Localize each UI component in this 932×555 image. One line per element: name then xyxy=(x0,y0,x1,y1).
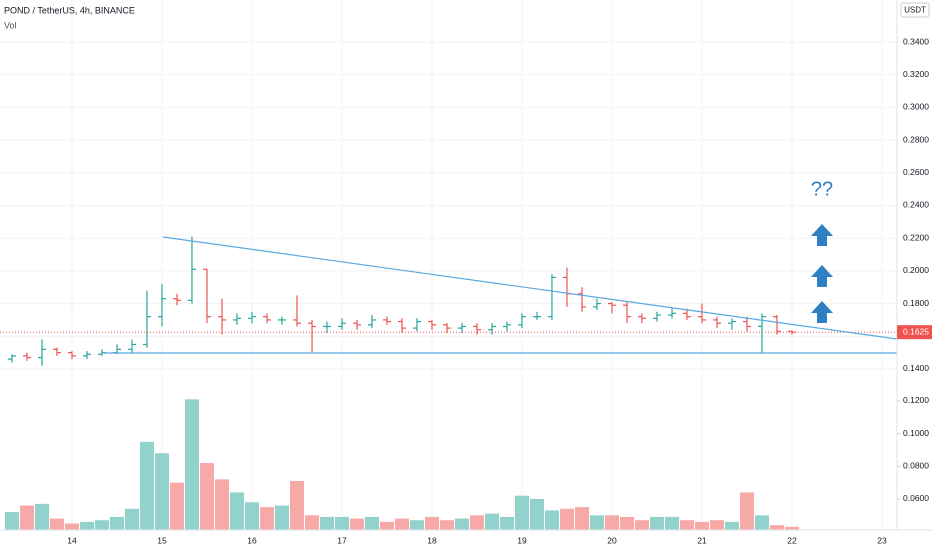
y-tick-label: 0.2600 xyxy=(903,167,929,177)
volume-bar xyxy=(229,492,244,530)
volume-bar xyxy=(274,505,289,530)
volume-bar xyxy=(484,513,500,530)
volume-bar xyxy=(724,521,739,530)
y-tick-label: 0.2200 xyxy=(903,232,929,242)
x-tick-label: 23 xyxy=(877,535,887,545)
y-tick-label: 0.2800 xyxy=(903,134,929,144)
volume-bar xyxy=(305,515,320,530)
volume-bar xyxy=(94,520,109,530)
y-tick-label: 0.2000 xyxy=(903,265,929,275)
volume-bar xyxy=(289,481,305,530)
volume-bar xyxy=(364,516,379,530)
volume-bar xyxy=(454,518,469,530)
volume-bar xyxy=(739,492,754,530)
x-tick-label: 20 xyxy=(607,535,617,545)
volume-bar xyxy=(154,453,170,530)
axes: 0.14000.16000.18000.20000.22000.24000.26… xyxy=(67,36,932,545)
x-tick-label: 16 xyxy=(247,535,257,545)
y2-tick-label: 0.0600 xyxy=(903,493,929,503)
x-tick-label: 21 xyxy=(697,535,707,545)
volume-bar xyxy=(499,516,514,530)
arrow xyxy=(811,301,833,323)
last-price-box xyxy=(897,325,932,340)
volume-bar xyxy=(64,523,80,530)
y-tick-label: 0.3000 xyxy=(903,102,929,112)
volume-bar xyxy=(350,518,365,530)
volume-bar xyxy=(559,508,574,530)
y2-tick-label: 0.1200 xyxy=(903,395,929,405)
y-tick-label: 0.3200 xyxy=(903,69,929,79)
volume-bar xyxy=(244,502,260,530)
arrow xyxy=(811,224,833,246)
trend-line xyxy=(162,236,898,340)
volume-bar xyxy=(679,520,694,530)
volume-bar xyxy=(784,526,799,530)
volume-bar xyxy=(334,516,350,530)
x-tick-label: 14 xyxy=(67,535,77,545)
volume-bar xyxy=(19,505,35,530)
arrow xyxy=(811,265,833,287)
volume-bar xyxy=(709,520,725,530)
chart-title: POND / TetherUS, 4h, BINANCE xyxy=(4,5,135,15)
x-tick-label: 17 xyxy=(337,535,347,545)
volume-bar xyxy=(125,508,140,530)
volume-bar xyxy=(634,520,649,530)
volume-label: Vol xyxy=(4,20,17,30)
volume-bar xyxy=(589,515,604,530)
volume-bar xyxy=(544,510,559,530)
y-tick-label: 0.3400 xyxy=(903,36,929,46)
volume-bar xyxy=(35,503,50,530)
volume-bar xyxy=(170,482,185,530)
volume-bar xyxy=(319,516,334,530)
volume-bar xyxy=(215,479,230,530)
price-pane xyxy=(0,236,897,366)
volume-pane xyxy=(4,399,799,530)
volume-bar xyxy=(424,516,440,530)
volume-bar xyxy=(139,441,154,530)
x-tick-label: 15 xyxy=(157,535,167,545)
volume-bar xyxy=(4,512,19,530)
volume-bar xyxy=(469,515,484,530)
volume-bar xyxy=(664,516,680,530)
volume-bar xyxy=(49,518,64,530)
x-tick-label: 22 xyxy=(787,535,797,545)
volume-bar xyxy=(649,516,664,530)
volume-bar xyxy=(529,498,545,530)
x-tick-label: 18 xyxy=(427,535,437,545)
volume-bar xyxy=(109,516,125,530)
volume-bar xyxy=(619,516,635,530)
volume-bar xyxy=(604,515,619,530)
volume-bar xyxy=(440,520,455,530)
volume-bar xyxy=(574,507,590,530)
volume-bar xyxy=(514,495,529,530)
y-tick-label: 0.1400 xyxy=(903,363,929,373)
volume-bar xyxy=(184,399,199,530)
arrows xyxy=(811,224,833,323)
y-tick-label: 0.1800 xyxy=(903,298,929,308)
volume-bar xyxy=(260,507,275,530)
volume-bar xyxy=(694,521,709,530)
volume-bar xyxy=(769,525,784,530)
currency-box xyxy=(900,2,930,18)
grid xyxy=(0,0,897,530)
volume-bar xyxy=(754,515,770,530)
x-tick-label: 19 xyxy=(517,535,527,545)
annotation: ?? xyxy=(811,178,833,200)
currency: USDT xyxy=(904,6,926,15)
volume-bar xyxy=(80,521,95,530)
y2-tick-label: 0.0800 xyxy=(903,461,929,471)
y-tick-label: 0.2400 xyxy=(903,200,929,210)
volume-bar xyxy=(409,520,424,530)
volume-bar xyxy=(379,521,395,530)
last-price-label: 0.1625 xyxy=(903,326,929,336)
volume-bar xyxy=(199,463,215,530)
volume-bar xyxy=(395,518,410,530)
y2-tick-label: 0.1000 xyxy=(903,428,929,438)
